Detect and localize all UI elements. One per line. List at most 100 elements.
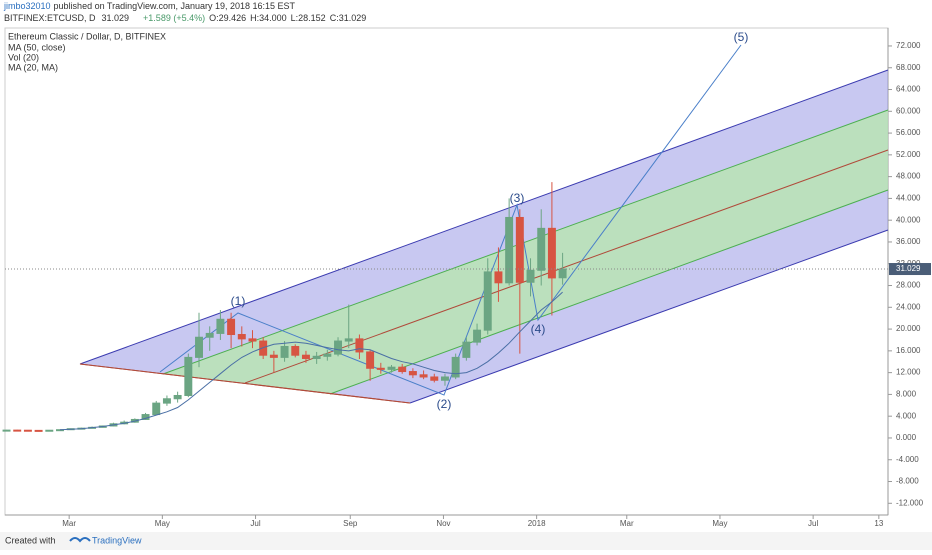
y-tick-label: 40.000 [896, 215, 921, 224]
candle-body [205, 332, 214, 338]
y-tick-label: 4.000 [896, 411, 917, 420]
x-tick-label: Sep [343, 519, 358, 528]
x-tick-label: Mar [62, 519, 76, 528]
legend-entry: MA (20, MA) [8, 62, 58, 72]
published: published on TradingView.com, January 19… [54, 1, 296, 11]
footer-bar [0, 532, 932, 550]
candle-body [387, 366, 396, 370]
y-tick-label: 24.000 [896, 302, 921, 311]
x-tick-label: Jul [250, 519, 260, 528]
y-tick-label: 68.000 [896, 63, 921, 72]
x-tick-label: Jul [808, 519, 818, 528]
candle-body [216, 318, 225, 334]
candle-body [248, 338, 257, 342]
y-tick-label: 72.000 [896, 41, 921, 50]
x-tick-label: Mar [620, 519, 634, 528]
candle-body [334, 340, 343, 355]
header-line: jimbo32010 published on TradingView.com, … [3, 1, 296, 11]
pitchfork-line [79, 69, 889, 365]
candle-body [494, 271, 503, 284]
pitchfork-median [244, 149, 889, 384]
candle-body [408, 371, 417, 376]
candle-body [301, 354, 310, 359]
y-tick-label: 12.000 [896, 368, 921, 377]
footer-created: Created with [5, 535, 56, 545]
change: +1.589 (+5.4%) [143, 13, 205, 23]
symbol: BITFINEX:ETCUSD, D [4, 13, 96, 23]
candle-body [355, 338, 364, 353]
candle-body [451, 356, 460, 378]
y-tick-label: 0.000 [896, 433, 917, 442]
candle-body [13, 429, 22, 432]
wave-lines [159, 44, 742, 396]
candle-body [237, 334, 246, 340]
y-tick-label: 20.000 [896, 324, 921, 333]
x-tick-label: Nov [436, 519, 450, 528]
candle-body [505, 216, 514, 284]
candle-body [537, 227, 546, 271]
wave-label: (3) [510, 191, 525, 205]
candle-body [34, 429, 43, 432]
candle-body [430, 376, 439, 381]
pitchfork-handle [79, 363, 411, 404]
ma-line [59, 291, 563, 431]
candle-body [184, 356, 193, 396]
quote-line: BITFINEX:ETCUSD, D 31.029 +1.589 (+5.4%) O:… [4, 13, 366, 23]
author[interactable]: jimbo32010 [3, 1, 51, 11]
x-tick-label: 2018 [528, 519, 546, 528]
candle-body [419, 374, 428, 378]
candle-body [376, 367, 385, 370]
candle-body [195, 336, 203, 358]
price: 31.029 [102, 13, 130, 23]
high: H:34.000 [250, 13, 287, 23]
wave-label: (2) [437, 397, 452, 411]
y-tick-label: 44.000 [896, 194, 921, 203]
brand-logo [69, 537, 91, 543]
y-tick-label: -8.000 [896, 477, 919, 486]
candle-body [291, 345, 300, 356]
close: C:31.029 [330, 13, 367, 23]
candle-body [173, 394, 182, 400]
chart-title: Ethereum Classic / Dollar, D, BITFINEX [8, 31, 166, 41]
wave-label: (4) [531, 322, 546, 336]
y-tick-label: 56.000 [896, 128, 921, 137]
candle-body [162, 398, 171, 404]
pitchfork-line [162, 109, 889, 375]
last-price-label: 31.029 [896, 264, 921, 273]
x-tick-label: May [712, 519, 727, 528]
y-tick-label: 60.000 [896, 106, 921, 115]
candle-body [398, 366, 407, 373]
last-price-badge [889, 263, 931, 276]
candle-body [23, 429, 32, 432]
pitchfork-outer [80, 70, 888, 403]
footer-brand[interactable]: TradingView [92, 535, 142, 545]
candle-body [515, 216, 524, 283]
y-tick-label: -12.000 [896, 498, 924, 507]
candle-body [473, 329, 482, 343]
candle-body [483, 271, 492, 331]
pitchfork-line [329, 189, 889, 395]
candle-body [344, 338, 353, 342]
wave-label: (5) [734, 30, 749, 44]
candle-body [547, 227, 556, 279]
y-tick-label: 52.000 [896, 150, 921, 159]
candle-body [526, 269, 535, 283]
candle-body [440, 376, 449, 381]
y-tick-label: 36.000 [896, 237, 921, 246]
candle-body [45, 429, 54, 432]
candle-body [2, 429, 11, 432]
candle-body [269, 354, 278, 358]
candle-body [558, 268, 567, 279]
open: O:29.426 [209, 13, 246, 23]
y-tick-label: 64.000 [896, 85, 921, 94]
legend-entry: Vol (20) [8, 52, 39, 62]
legend-entry: MA (50, close) [8, 42, 66, 52]
x-tick-label: 13 [874, 519, 883, 528]
x-tick-label: May [155, 519, 170, 528]
y-tick-label: 16.000 [896, 346, 921, 355]
y-tick-label: -4.000 [896, 455, 919, 464]
candle-body [152, 402, 161, 416]
wave-label: (1) [231, 294, 246, 308]
candle-body [280, 345, 289, 358]
pitchfork-line [409, 229, 889, 404]
